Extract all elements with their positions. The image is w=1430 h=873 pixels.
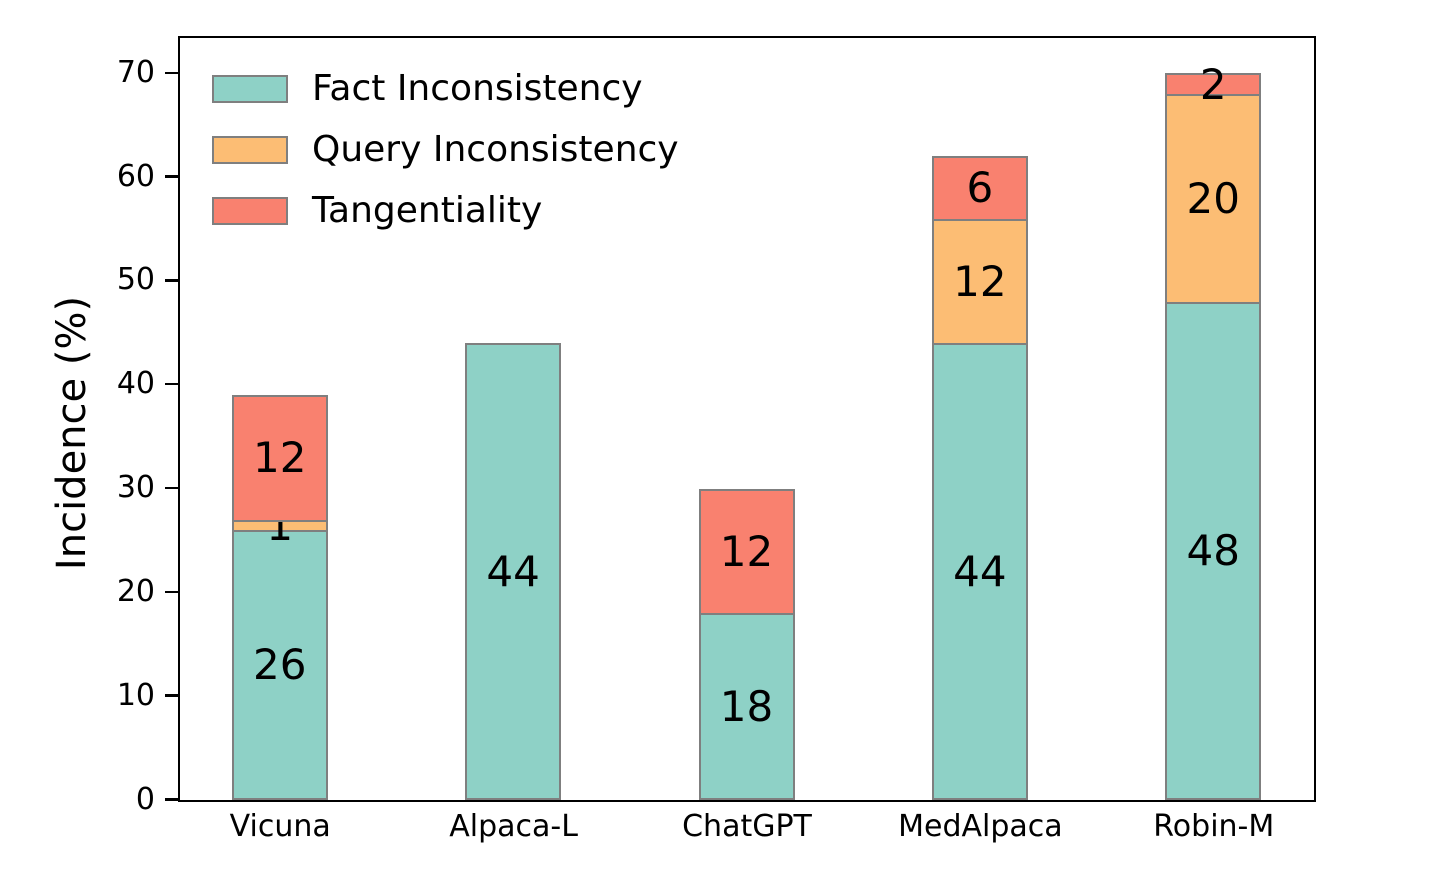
bar-value-label: 2 xyxy=(1199,59,1227,109)
x-tick-label-chatgpt: ChatGPT xyxy=(682,809,812,844)
bar-segment: 26 xyxy=(231,530,328,800)
x-tick-label-vicuna: Vicuna xyxy=(229,809,331,844)
legend-row: Tangentiality xyxy=(212,193,679,229)
bar-alpaca-l: 44 xyxy=(465,343,562,800)
y-tick-label: 0 xyxy=(135,781,155,817)
bar-chatgpt: 18 12 xyxy=(698,488,795,800)
x-tick-label-medalpaca: MedAlpaca xyxy=(898,809,1063,844)
y-tick-mark xyxy=(165,279,178,282)
bar-value-label: 44 xyxy=(486,546,540,596)
legend-swatch-icon xyxy=(212,197,288,225)
bar-segment: 6 xyxy=(931,156,1028,221)
bar-segment: 18 xyxy=(698,613,795,800)
bar-value-label: 18 xyxy=(719,681,774,731)
bar-value-label: 12 xyxy=(719,526,774,576)
y-tick-label: 50 xyxy=(116,262,155,298)
legend-swatch-icon xyxy=(212,136,288,164)
y-tick-label: 70 xyxy=(116,54,155,90)
legend-swatch-icon xyxy=(212,75,288,103)
bar-value-label: 44 xyxy=(953,546,1007,596)
y-tick-mark xyxy=(165,694,178,697)
bar-segment: 12 xyxy=(231,395,328,522)
legend-label: Tangentiality xyxy=(312,190,543,231)
legend-label: Fact Inconsistency xyxy=(312,68,643,109)
bar-segment: 44 xyxy=(465,343,562,800)
bar-vicuna: 26 1 12 xyxy=(231,395,328,800)
x-tick-label-robin-m: Robin-M xyxy=(1153,809,1275,844)
legend-row: Query Inconsistency xyxy=(212,132,679,168)
y-tick-label: 40 xyxy=(116,366,155,402)
bar-robin-m: 48 20 2 xyxy=(1165,63,1262,800)
bar-segment: 44 xyxy=(931,343,1028,800)
bar-segment: 12 xyxy=(931,218,1028,346)
legend: Fact Inconsistency Query Inconsistency Tan… xyxy=(212,71,679,254)
bar-value-label: 48 xyxy=(1186,525,1241,575)
bar-value-label: 12 xyxy=(252,433,307,483)
y-tick-mark xyxy=(165,798,178,801)
bar-medalpaca: 44 12 6 xyxy=(931,156,1028,800)
y-axis-label: Incidence (%) xyxy=(49,295,95,571)
y-tick-mark xyxy=(165,175,178,178)
bar-value-label: 26 xyxy=(252,640,307,690)
y-tick-label: 60 xyxy=(116,158,155,194)
legend-label: Query Inconsistency xyxy=(312,129,679,170)
x-tick-label-alpaca-l: Alpaca-L xyxy=(449,809,578,844)
bar-value-label: 20 xyxy=(1186,173,1241,223)
legend-row: Fact Inconsistency xyxy=(212,71,679,107)
bar-segment: 20 xyxy=(1165,94,1262,304)
y-tick-label: 20 xyxy=(116,573,155,609)
y-tick-mark xyxy=(165,382,178,386)
bar-segment: 48 xyxy=(1165,301,1262,800)
bar-value-label: 12 xyxy=(953,256,1007,306)
y-tick-mark xyxy=(165,590,178,594)
bar-segment: 12 xyxy=(698,488,795,616)
plot-area: 26 1 12 44 18 12 44 12 6 48 20 2 Fact Inconsistency… xyxy=(178,36,1316,802)
bar-segment: 2 xyxy=(1165,63,1262,105)
y-tick-label: 10 xyxy=(116,677,155,713)
y-tick-label: 30 xyxy=(116,470,155,506)
bar-value-label: 6 xyxy=(966,163,994,213)
y-tick-mark xyxy=(165,486,178,490)
y-tick-mark xyxy=(165,71,178,74)
